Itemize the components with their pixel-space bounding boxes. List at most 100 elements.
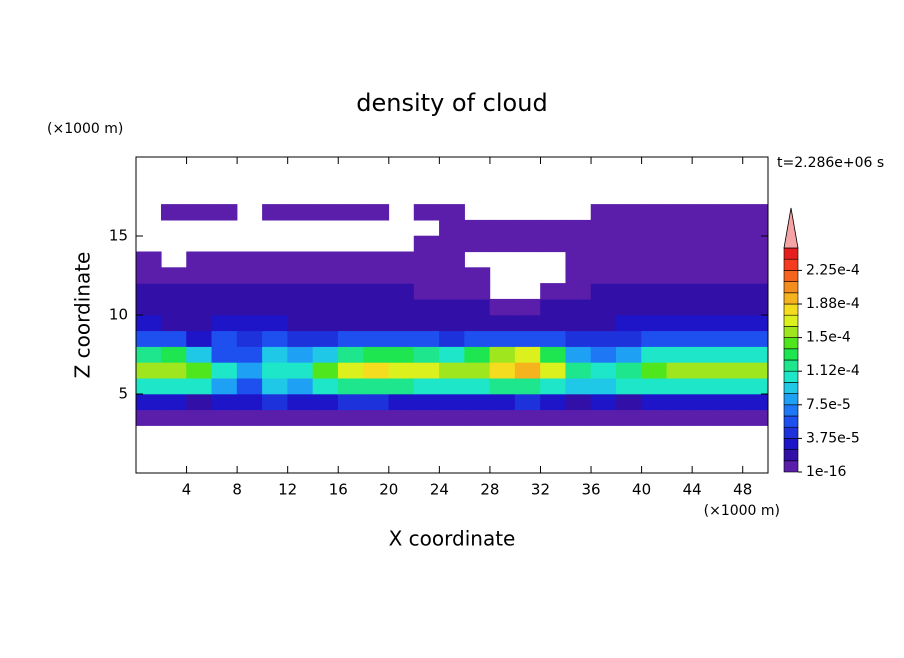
field-cell (186, 251, 213, 268)
field-cell (514, 393, 541, 411)
field-cell (439, 409, 465, 426)
field-cell (186, 377, 213, 395)
x-tick-label: 16 (329, 481, 348, 499)
field-cell (135, 283, 162, 300)
field-cell (186, 409, 213, 426)
field-cell (236, 251, 263, 268)
field-cell (312, 346, 339, 363)
field-cell (616, 267, 642, 284)
field-cell (186, 346, 213, 363)
field-cell (590, 393, 617, 411)
colorbar-segment (783, 270, 799, 282)
field-cell (616, 314, 642, 332)
field-cell (691, 346, 718, 363)
field-cell (439, 393, 465, 411)
y-axis-label: Z coordinate (71, 252, 95, 379)
field-cell (691, 362, 718, 379)
field-cell (565, 298, 592, 316)
field-cell (388, 393, 415, 411)
field-cell (641, 219, 668, 237)
field-cell (413, 409, 440, 426)
field-cell (312, 314, 339, 332)
field-cell (135, 393, 162, 411)
field-cell (590, 283, 617, 300)
field-cell (236, 377, 263, 395)
field-cell (211, 251, 238, 268)
field-cell (413, 204, 440, 221)
field-cell (287, 346, 314, 363)
field-cell (717, 314, 744, 332)
field-cell (742, 330, 769, 347)
field-cell (641, 283, 668, 300)
colorbar-segment (783, 303, 799, 316)
field-cell (616, 346, 642, 363)
x-tick-label: 44 (683, 481, 702, 499)
field-cell (717, 219, 744, 237)
field-cell (236, 298, 263, 316)
field-cell (590, 235, 617, 253)
field-cell (160, 298, 187, 316)
x-tick-label: 28 (480, 481, 499, 499)
field-cell (540, 330, 567, 347)
field-cell (312, 267, 339, 284)
field-cell (742, 251, 769, 268)
field-cell (262, 409, 288, 426)
field-cell (262, 267, 288, 284)
field-cell (388, 330, 415, 347)
colorbar-segment (783, 393, 799, 406)
field-cell (641, 298, 668, 316)
field-cell (742, 362, 769, 379)
x-tick-label: 40 (632, 481, 651, 499)
field-cell (691, 393, 718, 411)
field-cell (186, 330, 213, 347)
field-cell (363, 377, 390, 395)
field-cell (211, 267, 238, 284)
field-cell (742, 314, 769, 332)
field-cell (590, 377, 617, 395)
field-cell (262, 393, 288, 411)
field-cell (540, 283, 567, 300)
field-cell (590, 298, 617, 316)
field-cell (641, 393, 668, 411)
field-cell (236, 393, 263, 411)
field-cell (616, 330, 642, 347)
colorbar-segment (783, 426, 799, 439)
field-cell (489, 314, 516, 332)
field-cell (540, 409, 567, 426)
field-cell (565, 314, 592, 332)
field-cell (439, 204, 465, 221)
field-cell (691, 204, 718, 221)
field-cell (641, 235, 668, 253)
field-cell (565, 283, 592, 300)
field-cell (135, 409, 162, 426)
field-cell (135, 298, 162, 316)
field-cell (363, 267, 390, 284)
field-cell (666, 235, 693, 253)
field-cell (135, 330, 162, 347)
field-cell (312, 204, 339, 221)
x-tick-label: 24 (430, 481, 449, 499)
field-cell (262, 346, 288, 363)
field-cell (160, 393, 187, 411)
field-cell (641, 362, 668, 379)
colorbar-segment (783, 449, 799, 462)
field-cell (439, 283, 465, 300)
field-cell (287, 267, 314, 284)
colorbar-tick-label: 2.25e-4 (806, 262, 860, 278)
field-cell (666, 204, 693, 221)
field-cell (464, 346, 491, 363)
colorbar-segment (783, 415, 799, 428)
field-cell (363, 251, 390, 268)
field-cell (337, 393, 364, 411)
field-cell (514, 346, 541, 363)
field-cell (565, 330, 592, 347)
field-cell (641, 377, 668, 395)
y-tick-label: 15 (109, 227, 128, 245)
field-cell (413, 298, 440, 316)
field-cell (641, 314, 668, 332)
field-cell (540, 377, 567, 395)
field-cell (717, 204, 744, 221)
field-cell (742, 298, 769, 316)
field-cell (464, 377, 491, 395)
field-cell (186, 298, 213, 316)
